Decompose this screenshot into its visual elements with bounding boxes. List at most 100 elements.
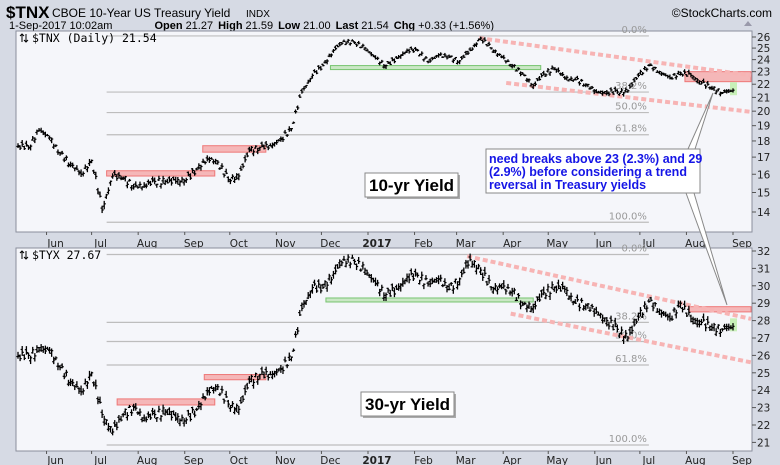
price-bar	[230, 174, 235, 180]
price-bar	[155, 183, 159, 188]
price-bar	[432, 56, 436, 59]
price-bar	[201, 393, 205, 399]
price-bar	[428, 278, 432, 288]
price-bar	[367, 51, 371, 54]
price-bar	[325, 59, 329, 65]
price-bar	[81, 171, 85, 177]
price-bar	[325, 281, 329, 292]
price-bar	[626, 335, 630, 342]
price-bar	[287, 126, 291, 132]
price-bar	[68, 378, 73, 387]
open-label: Open	[154, 20, 182, 32]
price-bar	[659, 309, 664, 318]
price-bar	[24, 140, 29, 147]
price-bar	[331, 270, 336, 279]
price-bar	[98, 396, 102, 404]
price-bar	[340, 260, 344, 267]
swap-arrows-icon[interactable]	[19, 250, 29, 260]
collapse-triangle-icon[interactable]	[744, 21, 752, 26]
price-bar	[174, 412, 178, 422]
price-bar	[495, 286, 500, 295]
price-bar	[384, 64, 388, 69]
price-bar	[678, 300, 683, 309]
price-bar	[378, 288, 382, 297]
fib-label: 61.8%	[615, 124, 647, 135]
price-bar	[695, 78, 699, 84]
price-bar	[531, 303, 535, 314]
y-tick-label: 23	[757, 67, 770, 79]
price-bar	[258, 146, 262, 151]
price-bar	[272, 370, 277, 378]
price-bar	[138, 181, 142, 188]
x-tick-label: Jun	[595, 455, 612, 465]
price-bar	[676, 70, 680, 75]
price-bar	[710, 85, 714, 91]
price-bar	[485, 280, 489, 286]
price-bar	[29, 355, 33, 365]
price-bar	[674, 309, 678, 319]
price-bar	[422, 58, 426, 62]
price-bar	[638, 307, 643, 317]
price-bar	[184, 417, 188, 425]
price-bar	[296, 327, 300, 335]
price-bar	[403, 51, 407, 55]
price-bar	[634, 318, 638, 325]
price-bar	[418, 279, 422, 285]
swap-arrows-icon[interactable]	[19, 33, 29, 43]
price-bar	[474, 42, 479, 47]
price-bar	[523, 74, 527, 77]
price-bar	[159, 415, 163, 422]
price-bar	[716, 88, 720, 92]
price-bar	[725, 323, 729, 332]
high-value: 21.59	[246, 20, 274, 32]
price-bar	[626, 89, 630, 93]
price-bar	[85, 381, 89, 389]
trendline	[466, 254, 752, 321]
price-bar	[16, 143, 20, 149]
price-bar	[502, 280, 506, 289]
price-bar	[77, 387, 81, 394]
price-bar	[544, 73, 548, 77]
y-tick-label: 29	[757, 298, 770, 310]
price-bar	[601, 314, 605, 324]
price-bar	[31, 136, 35, 141]
price-bar	[108, 180, 113, 186]
price-bar	[373, 277, 378, 287]
price-bar	[209, 157, 214, 160]
price-bar	[588, 86, 592, 90]
y-tick-label: 21	[757, 92, 770, 104]
price-bar	[64, 369, 68, 377]
price-bar	[588, 306, 592, 312]
x-tick-label: Jul	[642, 455, 656, 465]
price-bar	[136, 185, 140, 189]
price-bar	[102, 415, 106, 426]
price-bar	[264, 366, 268, 376]
price-bar	[251, 149, 256, 157]
fib-label: 100.0%	[609, 434, 647, 445]
price-bar	[243, 155, 247, 163]
price-bar	[33, 353, 37, 362]
price-bar	[533, 300, 537, 310]
x-tick-label: Aug	[685, 238, 706, 250]
price-bar	[647, 298, 651, 303]
price-bar	[479, 267, 483, 275]
price-bar	[481, 39, 485, 44]
price-bar	[540, 73, 544, 78]
price-bar	[403, 279, 407, 285]
price-bar	[609, 315, 613, 324]
price-bar	[542, 70, 546, 76]
price-bar	[563, 285, 567, 293]
price-bar	[415, 272, 420, 278]
price-bar	[153, 409, 157, 419]
price-bar	[22, 354, 26, 361]
price-bar	[561, 72, 565, 77]
price-bar	[188, 173, 193, 180]
price-bar	[392, 58, 397, 64]
price-bar	[468, 253, 472, 262]
price-bar	[270, 142, 275, 149]
price-bar	[550, 65, 554, 70]
price-bar	[628, 326, 632, 336]
price-bar	[445, 55, 449, 60]
price-bar	[201, 158, 205, 163]
fib-label: 0.0%	[621, 25, 646, 36]
